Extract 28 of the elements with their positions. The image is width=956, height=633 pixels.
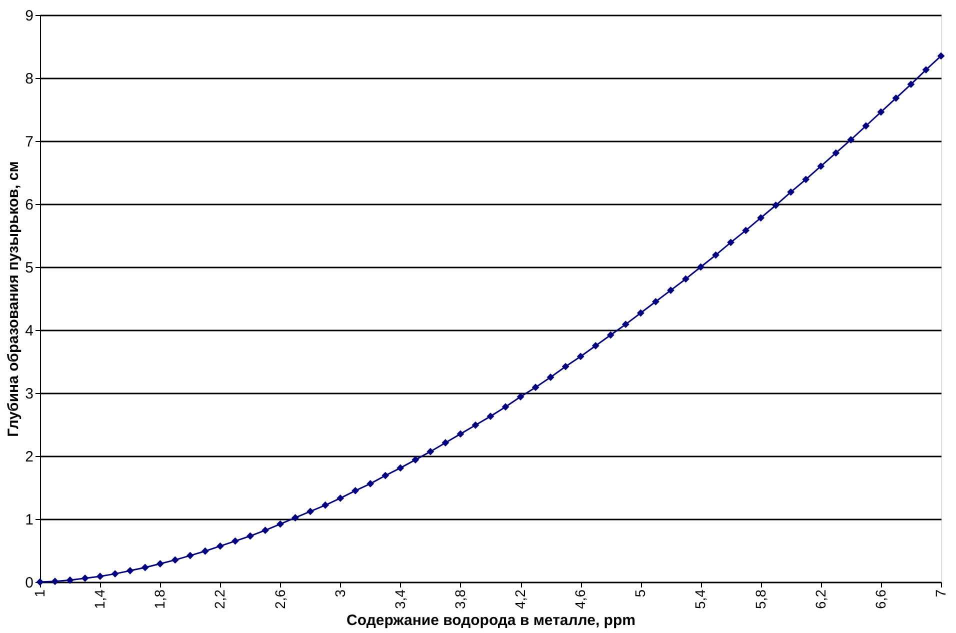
x-tick-label: 6,2 [812, 589, 828, 609]
y-axis-title: Глубина образования пузырьков, см [5, 161, 22, 437]
x-tick-label: 3 [332, 589, 348, 598]
y-tick-label: 8 [25, 70, 34, 88]
x-tick-label: 5,8 [752, 589, 768, 609]
x-tick-label: 1,8 [152, 589, 168, 609]
x-tick-label: 3,8 [452, 589, 468, 609]
x-axis-title: Содержание водорода в металле, ppm [346, 612, 636, 629]
y-tick-label: 4 [25, 322, 34, 340]
y-tick-label: 6 [25, 196, 34, 214]
x-tick-label: 3,4 [392, 589, 408, 609]
y-tick-label: 1 [25, 512, 34, 528]
y-tick-label: 2 [25, 448, 34, 466]
y-tick-label: 5 [25, 260, 34, 276]
x-tick-label: 4,2 [512, 589, 528, 609]
x-tick-label: 2,6 [272, 589, 288, 609]
x-tick-label: 5 [632, 589, 648, 598]
y-tick-label: 7 [25, 134, 34, 150]
y-tick-label: 0 [25, 574, 34, 592]
x-tick-label: 6,6 [872, 589, 888, 609]
y-tick-label: 3 [25, 386, 34, 402]
x-tick-label: 1,4 [92, 589, 108, 609]
x-tick-label: 7 [932, 589, 948, 598]
x-tick-label: 1 [32, 589, 48, 598]
x-tick-label: 5,4 [692, 589, 708, 609]
x-tick-label: 4,6 [572, 589, 588, 609]
x-tick-label: 2,2 [212, 589, 228, 609]
y-tick-label: 9 [25, 8, 34, 24]
